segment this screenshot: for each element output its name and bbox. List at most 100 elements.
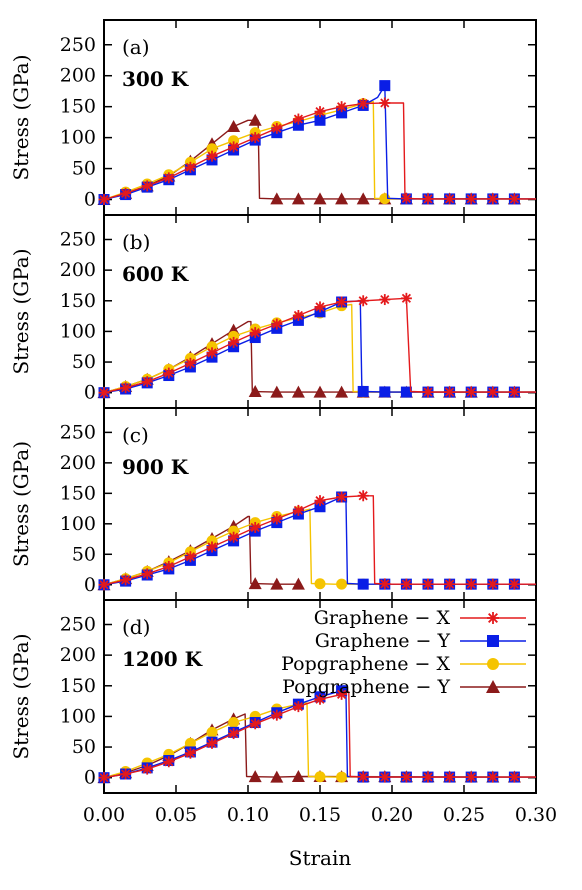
panel-c-series-popgraphene-y-line [103,515,300,586]
panel-c-series-graphene-x-marker [98,579,110,591]
x-axis-label: Strain [289,846,352,870]
panel-a-series-graphene-x-marker-stroke [229,142,239,152]
panel-a-tag: (a) [122,35,150,59]
panel-c-ytick-label: 150 [60,482,96,504]
panel-b-ylabel: Stress (GPa) [9,248,33,374]
panel-a-series-graphene-x-marker [120,187,132,199]
panel-a-series-popgraphene-y-marker [335,192,349,205]
panel-b-series-graphene-x-marker [444,386,456,398]
panel-d-series-graphene-x-marker-stroke [142,764,152,774]
legend-entry-marker [487,635,499,647]
panel-d-series-graphene-y-line [103,688,536,779]
axes-layer [103,19,537,794]
panel-c-series-graphene-y-marker [314,501,326,513]
panel-b-series-graphene-x-marker-stroke [207,348,217,358]
panel-a-series-graphene-x-marker-stroke [121,188,131,198]
panel-d-series-popgraphene-x-marker [184,737,196,749]
panel-d-series-graphene-x-marker [400,771,412,783]
panel-d-series-graphene-x-marker [336,688,348,700]
panel-c-series-popgraphene-y-marker [270,577,284,590]
panel-d-series-graphene-x-marker [508,771,520,783]
panel-a-series-graphene-x-marker [228,141,240,153]
panel-d-series-graphene-x-marker-stroke [164,757,174,767]
panel-d-series-graphene-x-marker [228,728,240,740]
series-layer [97,80,537,784]
panel-d-series-graphene-x-marker-stroke [315,694,325,704]
panel-b-series-graphene-x-marker [400,292,412,304]
panel-c-series-graphene-x-marker [292,504,304,516]
panel-b-tag: (b) [122,230,150,254]
panel-d-series-graphene-x-marker-stroke [121,769,131,779]
panel-c-series-graphene-x-marker [444,578,456,590]
panel-d-series-graphene-x-marker [292,701,304,713]
panel-a-series-graphene-x-marker [292,113,304,125]
panel-a-series-graphene-x-marker [400,192,412,204]
panel-a-series-graphene-x-marker [422,193,434,205]
panel-a-series-popgraphene-x-marker [206,143,218,155]
panel-a-series-graphene-x-marker-stroke [488,194,498,204]
panel-d-series-graphene-x-marker-stroke [466,772,476,782]
panel-c-series-graphene-x-marker [206,541,218,553]
panel-a-series-graphene-x-marker-stroke [337,102,347,112]
panel-b-series-graphene-x-marker-stroke [250,328,260,338]
panel-d-series-popgraphene-x-marker [336,771,348,783]
panel-a-series-graphene-y-marker [314,114,326,126]
panel-a-series-graphene-x-marker [336,101,348,113]
panel-c-series-graphene-x-marker-stroke [250,522,260,533]
xtick-label: 0.00 [83,804,125,826]
panel-c-series-graphene-y-marker [357,578,369,590]
panel-d-series-graphene-x-marker [379,771,391,783]
xtick-label: 0.05 [155,804,197,826]
panel-a-series-graphene-x-marker-stroke [358,98,368,109]
panel-b-series-graphene-x-marker-stroke [99,388,109,398]
panel-b-series-graphene-x-marker [98,387,110,399]
panel-a-ytick-label: 250 [60,34,96,56]
panel-d-series-graphene-x-marker [422,771,434,783]
panel-b-series-graphene-x-marker [206,347,218,359]
panel-d-series-graphene-x-marker-stroke [380,772,390,782]
panel-c-series-graphene-x-marker-stroke [315,496,325,506]
panel-d-series-graphene-x-marker [98,772,110,784]
panel-c-series-graphene-x-marker-stroke [509,579,519,589]
panel-d-series-graphene-x-marker-stroke [423,772,433,782]
panel-a-series-graphene-x-marker [357,98,369,110]
panel-b-series-graphene-x-marker [228,336,240,348]
panel-b-series-graphene-x-marker-stroke [164,368,174,378]
panel-c-series-graphene-x-marker-stroke [207,542,217,552]
panel-a-series-graphene-x-marker-stroke [207,151,217,161]
panel-a-series-popgraphene-y-marker [313,192,327,205]
panel-a-series-graphene-x-marker-stroke [293,114,303,124]
panel-a-series-graphene-x-marker-stroke [250,133,260,143]
panel-b-series-graphene-y-marker [379,386,391,398]
panel-d-ylabel: Stress (GPa) [9,633,33,759]
panel-c-series-graphene-x-marker-stroke [185,552,195,562]
panel-d-series-graphene-x-marker-stroke [358,772,368,782]
panel-d-series-graphene-x-line [103,691,536,779]
panel-b-series-graphene-x-marker-stroke [466,387,476,397]
panel-c-series-popgraphene-x-marker [336,578,348,590]
panel-d-series-graphene-x-marker [206,737,218,749]
panel-c-series-graphene-x-marker [271,513,283,525]
panel-c-series-graphene-x-marker [465,578,477,590]
panel-a-series-graphene-y-marker [336,107,348,119]
panel-a-series-graphene-x-line [103,102,536,201]
panel-a-ytick-label: 200 [60,65,96,87]
panel-c-ytick-label: 50 [72,543,96,565]
xtick-label: 0.10 [227,804,269,826]
panel-d-series-graphene-x-marker-stroke [99,773,109,783]
panel-b-ytick-label: 50 [72,351,96,373]
panel-b-series-graphene-y-marker [400,386,412,398]
label-layer: 0 50 100 150 200 250 Stress (GPa) (a) 300 K 0 50 10… [9,34,557,870]
panel-c-series-graphene-x-marker-stroke [466,579,476,589]
panel-a-series-graphene-x-marker-stroke [423,194,433,204]
panel-d-series-popgraphene-x-marker [206,726,218,738]
panel-a-series-graphene-x-marker [465,193,477,205]
panel-a-ytick-label: 100 [60,127,96,149]
panel-d-series-graphene-x-marker [314,693,326,705]
panel-c-series-graphene-x-marker-stroke [164,561,174,572]
panel-c-series-graphene-x-marker [357,490,369,502]
panel-d-series-graphene-x-marker [444,771,456,783]
panel-d-series-graphene-x-marker-stroke [337,689,347,699]
panel-a-series-graphene-x-marker-stroke [142,181,152,191]
